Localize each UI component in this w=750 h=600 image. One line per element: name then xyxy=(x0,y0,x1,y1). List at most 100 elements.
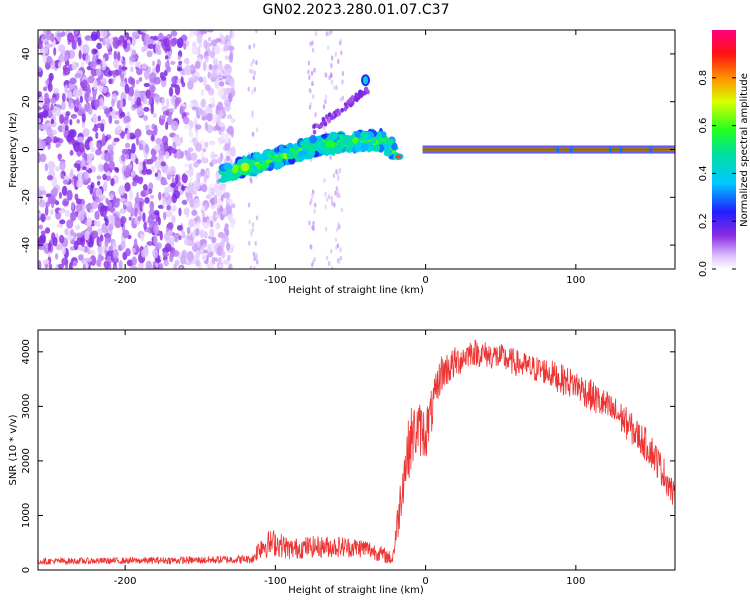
noise-speckle xyxy=(109,205,115,214)
colorbar-tick-label: 0.8 xyxy=(698,70,709,86)
noise-speckle xyxy=(136,191,140,203)
noise-speckle xyxy=(107,144,114,152)
noise-speckle xyxy=(141,46,146,53)
noise-speckle xyxy=(69,77,77,85)
noise-speckle xyxy=(85,54,91,64)
noise-speckle xyxy=(61,185,68,196)
noise-speckle xyxy=(143,221,147,230)
faint-streak xyxy=(312,220,315,226)
noise-speckle xyxy=(58,209,65,214)
noise-speckle xyxy=(176,67,183,72)
faint-streak xyxy=(311,192,314,198)
noise-speckle xyxy=(45,30,52,41)
noise-speckle xyxy=(103,260,110,269)
noise-speckle xyxy=(134,128,142,138)
noise-speckle xyxy=(92,127,99,132)
noise-speckle xyxy=(190,30,194,37)
faint-streak xyxy=(334,237,338,243)
noise-speckle xyxy=(50,103,54,111)
noise-speckle xyxy=(137,176,143,185)
noise-speckle xyxy=(95,188,103,198)
noise-speckle xyxy=(59,114,65,124)
signal-blob xyxy=(360,130,369,140)
noise-speckle xyxy=(53,47,57,56)
noise-speckle xyxy=(118,64,122,75)
noise-speckle xyxy=(150,134,155,142)
noise-speckle xyxy=(182,116,190,125)
noise-speckle xyxy=(120,111,126,118)
signal-blob xyxy=(360,143,369,150)
faint-streak xyxy=(327,194,331,200)
faint-streak xyxy=(335,168,338,174)
noise-speckle xyxy=(124,248,131,257)
noise-speckle xyxy=(143,69,150,80)
noise-speckle xyxy=(84,257,93,263)
noise-speckle xyxy=(58,234,65,244)
noise-speckle xyxy=(155,63,161,73)
noise-speckle xyxy=(150,194,155,199)
faint-streak xyxy=(337,58,340,64)
noise-speckle xyxy=(113,50,118,61)
noise-speckle xyxy=(167,222,174,230)
faint-streak xyxy=(255,215,259,221)
noise-speckle xyxy=(174,97,180,107)
signal-blob xyxy=(336,139,344,144)
faint-streak xyxy=(311,47,315,53)
noise-speckle xyxy=(199,239,207,245)
noise-speckle xyxy=(118,185,126,196)
faint-streak xyxy=(339,247,342,253)
signal-blob xyxy=(253,151,262,161)
harmonic-blob xyxy=(321,116,326,122)
noise-speckle xyxy=(102,173,107,181)
faint-streak xyxy=(341,79,344,85)
noise-speckle xyxy=(125,166,131,176)
noise-speckle xyxy=(178,60,183,65)
faint-streak xyxy=(252,251,256,257)
noise-speckle xyxy=(200,98,206,108)
noise-speckle xyxy=(89,255,97,267)
noise-speckle xyxy=(102,57,106,67)
noise-speckle xyxy=(112,241,117,250)
noise-speckle xyxy=(120,66,128,71)
faint-streak xyxy=(249,265,253,269)
noise-speckle xyxy=(96,68,102,77)
noise-speckle xyxy=(152,112,157,119)
signal-blob xyxy=(309,144,314,152)
noise-speckle xyxy=(212,210,218,222)
noise-speckle xyxy=(214,79,220,89)
noise-speckle xyxy=(87,75,95,84)
noise-speckle xyxy=(82,44,90,55)
faint-streak xyxy=(330,199,334,205)
noise-speckle xyxy=(173,263,178,269)
noise-speckle xyxy=(44,92,49,102)
noise-speckle xyxy=(217,157,223,164)
signal-blob xyxy=(373,144,380,152)
noise-speckle xyxy=(95,131,99,140)
noise-speckle xyxy=(181,199,188,205)
noise-speckle xyxy=(108,78,112,85)
signal-blob xyxy=(370,139,377,144)
noise-speckle xyxy=(152,60,156,67)
noise-speckle xyxy=(171,176,175,185)
noise-speckle xyxy=(47,82,53,92)
noise-speckle xyxy=(199,248,205,253)
signal-blob xyxy=(234,173,240,180)
faint-streak xyxy=(248,240,251,246)
faint-streak xyxy=(310,70,314,76)
noise-speckle xyxy=(218,81,225,87)
noise-speckle xyxy=(137,262,143,269)
faint-streak xyxy=(251,222,255,228)
noise-speckle xyxy=(75,202,83,213)
signal-blob xyxy=(331,148,336,157)
noise-speckle xyxy=(189,131,194,138)
spectrogram-y-tick-label: -20 xyxy=(21,189,32,205)
noise-speckle xyxy=(104,218,109,227)
noise-speckle xyxy=(146,50,153,58)
noise-speckle xyxy=(86,83,91,93)
noise-speckle xyxy=(219,205,224,213)
noise-speckle xyxy=(51,129,57,136)
noise-speckle xyxy=(195,249,200,259)
signal-blob xyxy=(318,141,325,148)
faint-streak xyxy=(308,104,312,110)
noise-speckle xyxy=(129,189,134,201)
